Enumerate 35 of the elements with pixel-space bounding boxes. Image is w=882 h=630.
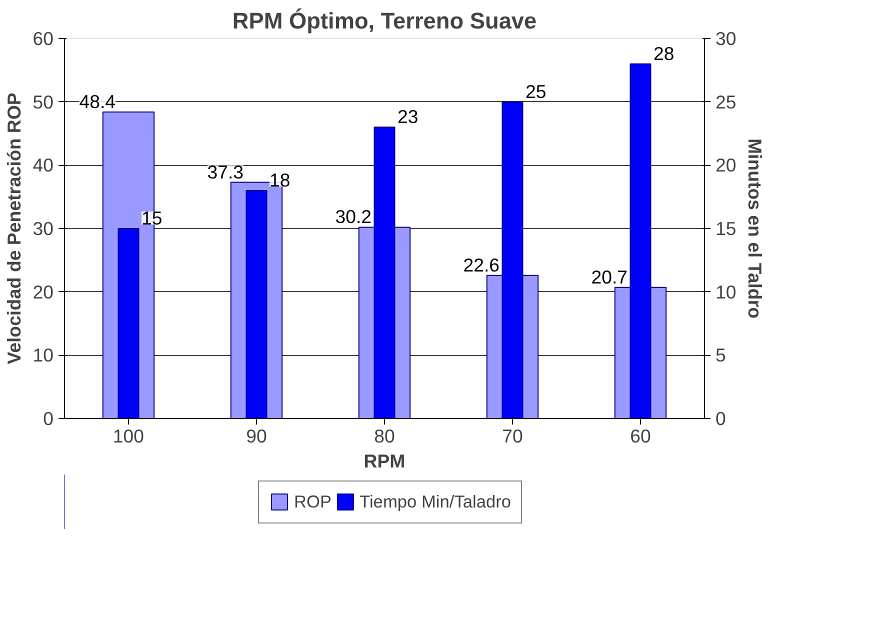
data-label: 23 <box>398 106 418 128</box>
y2-tick-label: 5 <box>716 344 726 366</box>
x-axis-title: RPM <box>364 450 406 472</box>
y-tick-label: 50 <box>32 91 54 112</box>
x-tick-label: 100 <box>112 426 144 446</box>
data-label: 37.3 <box>207 161 244 182</box>
y2-tick-label: 10 <box>716 281 736 302</box>
data-label: 20.7 <box>591 266 628 288</box>
y2-tick-label: 30 <box>716 28 736 49</box>
y2-tick-label: 15 <box>716 218 736 239</box>
data-label: 28 <box>654 42 674 64</box>
y-tick-label: 40 <box>32 154 54 176</box>
y-tick-label: 60 <box>32 28 54 49</box>
legend-label: ROP <box>294 491 332 512</box>
y2-tick-label: 25 <box>716 91 736 112</box>
data-label: 22.6 <box>463 254 500 276</box>
x-tick-label: 70 <box>502 426 523 446</box>
y-tick-label: 30 <box>32 218 54 239</box>
data-label: 18 <box>270 170 290 190</box>
y-tick-label: 10 <box>32 344 54 366</box>
data-label: 25 <box>526 80 546 102</box>
legend-label: Tiempo Min/Taladro <box>360 491 512 512</box>
data-label: 48.4 <box>79 90 116 112</box>
y2-tick-label: 20 <box>716 154 736 176</box>
x-tick-label: 90 <box>246 426 267 446</box>
chart-title: RPM Óptimo, Terreno Suave <box>232 8 537 34</box>
y-axis-title: Velocidad de Penetración ROP <box>4 92 25 364</box>
y-tick-label: 20 <box>32 281 54 302</box>
x-tick-label: 60 <box>630 426 651 446</box>
data-label: 15 <box>142 208 162 228</box>
y2-tick-label: 0 <box>716 408 726 429</box>
y-tick-label: 0 <box>43 408 54 429</box>
x-tick-label: 80 <box>374 426 395 446</box>
data-label: 30.2 <box>335 206 372 228</box>
y2-axis-title: Minutos en el Taldro <box>744 138 766 319</box>
